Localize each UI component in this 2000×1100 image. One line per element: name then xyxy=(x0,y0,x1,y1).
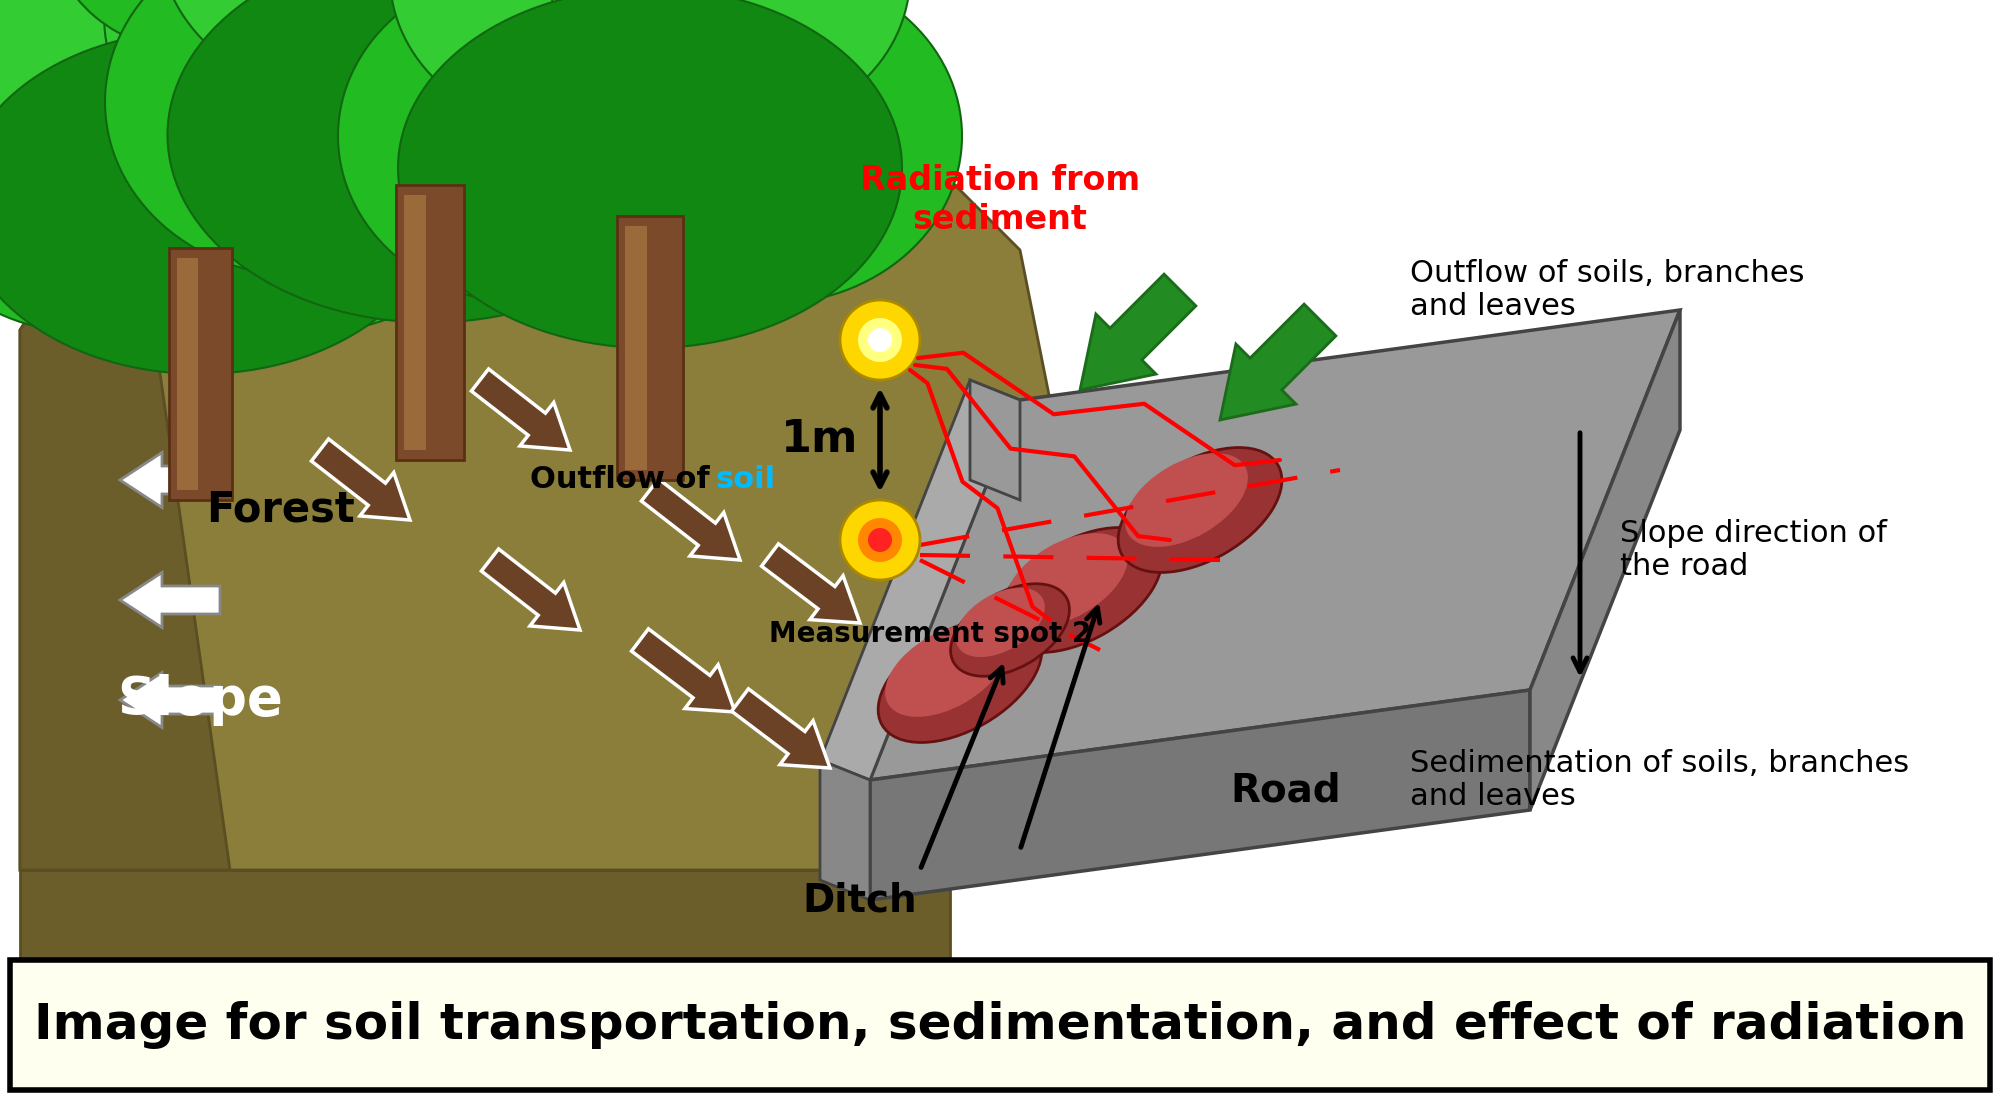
Ellipse shape xyxy=(0,0,428,363)
Ellipse shape xyxy=(1118,448,1282,572)
Polygon shape xyxy=(20,160,230,870)
Polygon shape xyxy=(970,379,1020,500)
Bar xyxy=(396,185,464,460)
Ellipse shape xyxy=(104,0,448,168)
Polygon shape xyxy=(820,760,870,900)
FancyArrow shape xyxy=(120,672,220,727)
Ellipse shape xyxy=(326,0,700,98)
Text: Forest: Forest xyxy=(206,490,354,531)
Ellipse shape xyxy=(52,0,348,54)
Text: Sedimentation of soils, branches
and leaves: Sedimentation of soils, branches and lea… xyxy=(1410,749,1910,812)
Ellipse shape xyxy=(104,0,504,277)
Bar xyxy=(176,258,198,490)
Text: Ditch: Ditch xyxy=(802,881,918,918)
Polygon shape xyxy=(870,310,1680,780)
Ellipse shape xyxy=(390,0,750,132)
Bar xyxy=(404,195,426,450)
Bar xyxy=(624,226,648,470)
Circle shape xyxy=(858,318,902,362)
Ellipse shape xyxy=(338,0,722,304)
Ellipse shape xyxy=(130,12,498,332)
Ellipse shape xyxy=(0,31,440,374)
Text: Measurement spot 2: Measurement spot 2 xyxy=(768,620,1092,648)
Polygon shape xyxy=(820,379,1020,780)
Ellipse shape xyxy=(950,584,1070,676)
Text: 1m: 1m xyxy=(782,418,858,462)
FancyArrow shape xyxy=(1220,304,1336,420)
Circle shape xyxy=(858,518,902,562)
FancyArrow shape xyxy=(482,549,580,630)
Circle shape xyxy=(840,500,920,580)
Ellipse shape xyxy=(550,0,910,132)
Ellipse shape xyxy=(410,0,890,336)
Ellipse shape xyxy=(0,0,294,168)
Polygon shape xyxy=(20,870,950,960)
Text: Road: Road xyxy=(1230,771,1340,808)
FancyArrow shape xyxy=(1080,274,1196,390)
Polygon shape xyxy=(870,690,1530,900)
FancyArrow shape xyxy=(632,629,736,712)
Ellipse shape xyxy=(356,0,756,277)
FancyArrow shape xyxy=(472,368,570,450)
FancyArrow shape xyxy=(642,478,740,560)
Ellipse shape xyxy=(398,0,902,348)
Bar xyxy=(616,216,684,480)
Bar xyxy=(168,248,232,500)
Text: Image for soil transportation, sedimentation, and effect of radiation: Image for soil transportation, sedimenta… xyxy=(34,1001,1966,1049)
Polygon shape xyxy=(20,60,1050,870)
Text: Outflow of: Outflow of xyxy=(530,465,720,495)
Circle shape xyxy=(868,528,892,552)
Ellipse shape xyxy=(998,528,1162,652)
FancyArrow shape xyxy=(120,572,220,627)
FancyArrow shape xyxy=(762,543,860,623)
Ellipse shape xyxy=(956,587,1044,657)
Circle shape xyxy=(840,300,920,379)
Text: Radiation from
sediment: Radiation from sediment xyxy=(860,164,1140,235)
FancyArrow shape xyxy=(732,689,830,768)
Ellipse shape xyxy=(878,617,1042,742)
Ellipse shape xyxy=(578,0,962,304)
FancyArrow shape xyxy=(312,439,410,520)
Text: Slope direction of
the road: Slope direction of the road xyxy=(1620,519,1886,581)
Ellipse shape xyxy=(1126,453,1248,547)
Text: soil: soil xyxy=(716,465,776,495)
FancyBboxPatch shape xyxy=(10,960,1990,1090)
Polygon shape xyxy=(1530,310,1680,810)
Ellipse shape xyxy=(158,0,534,98)
Ellipse shape xyxy=(180,0,680,310)
Text: Outflow of soils, branches
and leaves: Outflow of soils, branches and leaves xyxy=(1410,258,1804,321)
Ellipse shape xyxy=(494,0,806,12)
Ellipse shape xyxy=(0,12,268,332)
Circle shape xyxy=(868,328,892,352)
Ellipse shape xyxy=(1006,534,1128,627)
FancyArrow shape xyxy=(120,452,220,507)
Ellipse shape xyxy=(886,624,1008,717)
Text: Slope: Slope xyxy=(118,674,282,726)
Ellipse shape xyxy=(168,0,692,322)
